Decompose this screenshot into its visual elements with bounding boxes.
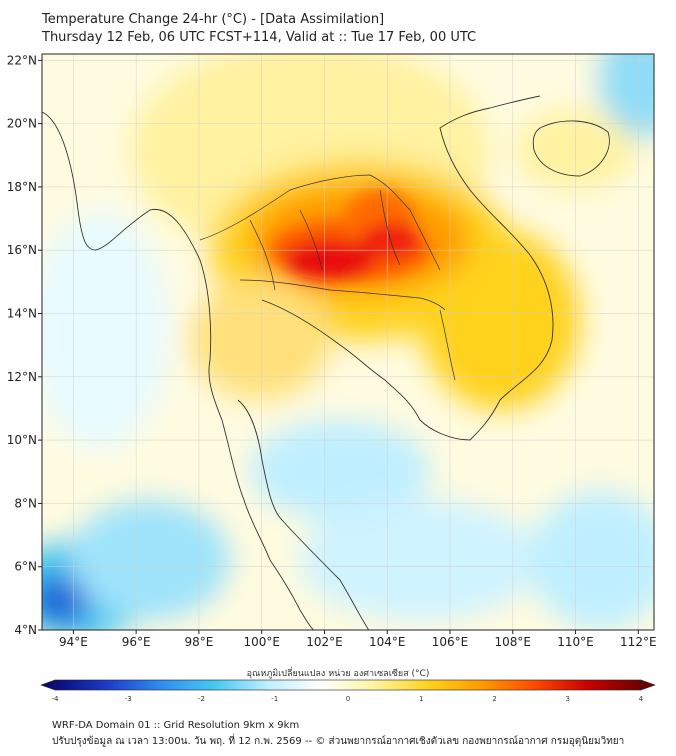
- coastline-west: [42, 111, 315, 630]
- map-subtitle: Thursday 12 Feb, 06 UTC FCST+114, Valid …: [42, 30, 477, 45]
- lon-tick-label: 100°E: [243, 635, 280, 649]
- lat-tick-label: 18°N: [7, 180, 37, 194]
- lon-tick-label: 110°E: [557, 635, 594, 649]
- lat-tick-label: 22°N: [7, 53, 37, 67]
- lat-tick-label: 16°N: [7, 243, 37, 257]
- map-title: Temperature Change 24-hr (°C) - [Data As…: [42, 12, 385, 27]
- lat-tick-label: 6°N: [14, 560, 37, 574]
- lat-tick-label: 14°N: [7, 307, 37, 321]
- lat-tick-label: 4°N: [14, 623, 37, 637]
- coastline-east: [237, 399, 370, 630]
- lat-tick-label: 10°N: [7, 433, 37, 447]
- hainan-island: [532, 120, 610, 177]
- lat-tick-label: 12°N: [7, 370, 37, 384]
- latitude-axis: 22°N 20°N 18°N 16°N 14°N 12°N 10°N 8°N 6°N 4°N: [7, 53, 42, 637]
- coastlines: [42, 95, 610, 630]
- lon-tick-label: 104°E: [369, 635, 406, 649]
- lon-tick-label: 96°E: [122, 635, 151, 649]
- lon-tick-label: 106°E: [432, 635, 469, 649]
- lon-tick-label: 108°E: [495, 635, 532, 649]
- colorbar-tick-label: 0: [346, 695, 350, 703]
- colorbar-bar: [54, 679, 642, 691]
- temperature-field: [42, 54, 654, 630]
- lon-tick-label: 112°E: [620, 635, 657, 649]
- colorbar-max-arrow: [640, 679, 656, 691]
- lat-tick-label: 8°N: [14, 496, 37, 510]
- lat-tick-label: 20°N: [7, 117, 37, 131]
- border-lines: [199, 174, 456, 381]
- coastline-gulf: [261, 95, 554, 441]
- colorbar-tick-label: -3: [125, 695, 132, 703]
- colorbar-tick-label: -1: [271, 695, 278, 703]
- lon-tick-label: 98°E: [184, 635, 213, 649]
- footer-model-info: WRF-DA Domain 01 :: Grid Resolution 9km …: [52, 720, 300, 731]
- colorbar-tick-label: 4: [639, 695, 644, 703]
- colorbar-tick-label: 3: [566, 695, 570, 703]
- colorbar-min-arrow: [40, 679, 56, 691]
- longitude-axis: 94°E 96°E 98°E 100°E 102°E 104°E 106°E 108°E 110…: [59, 630, 657, 649]
- lon-tick-label: 94°E: [59, 635, 88, 649]
- colorbar-tick-label: -2: [198, 695, 205, 703]
- colorbar-tick-label: -4: [52, 695, 60, 703]
- colorbar-title: อุณหภูมิเปลี่ยนแปลง หน่วย องศาเซลเซียส (…: [246, 669, 430, 679]
- colorbar-tick-label: 2: [492, 695, 496, 703]
- plot-frame: [41, 53, 655, 631]
- footer-credits: ปรับปรุงข้อมูล ณ เวลา 13:00น. วัน พฤ. ที…: [52, 736, 625, 747]
- graticule: [42, 54, 654, 630]
- colorbar: -4 -3 -2 -1 0 1 2 3 4: [40, 679, 656, 703]
- lon-tick-label: 102°E: [306, 635, 343, 649]
- colorbar-tick-label: 1: [419, 695, 423, 703]
